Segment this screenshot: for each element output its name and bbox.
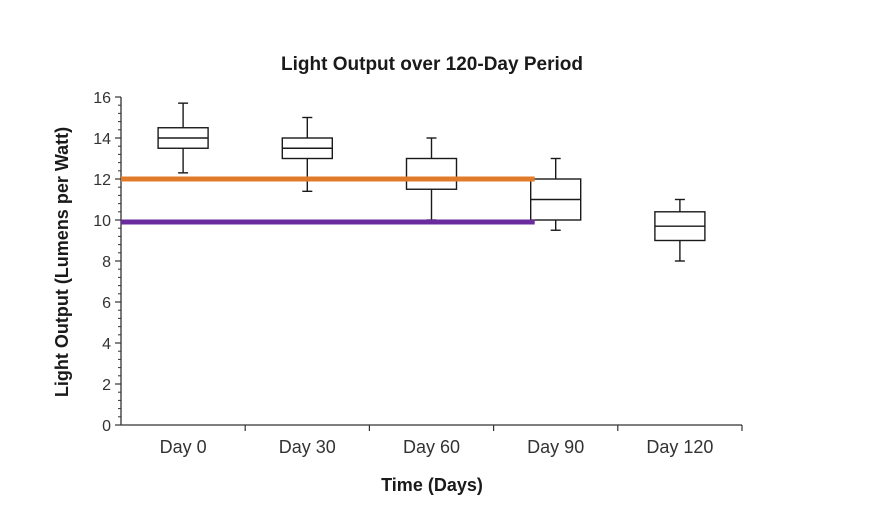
y-axis-title: Light Output (Lumens per Watt): [52, 127, 72, 397]
x-tick-label: Day 90: [527, 437, 584, 457]
y-tick-label: 12: [93, 172, 111, 189]
y-tick-label: 8: [102, 254, 111, 271]
y-tick-label: 6: [102, 295, 111, 312]
x-tick-label: Day 30: [279, 437, 336, 457]
x-axis-title: Time (Days): [381, 475, 483, 495]
box-plot: [654, 198, 706, 262]
box-series: [157, 102, 706, 262]
y-tick-label: 16: [93, 90, 111, 107]
x-ticks: Day 0 Day 30 Day 60 Day 90 Day 120: [160, 425, 743, 457]
box-plot: [157, 102, 209, 174]
box-plot: [530, 157, 582, 231]
y-tick-label: 0: [102, 418, 111, 435]
x-tick-label: Day 0: [160, 437, 207, 457]
y-tick-label: 4: [102, 336, 111, 353]
x-tick-label: Day 60: [403, 437, 460, 457]
iqr-box: [405, 157, 458, 190]
y-ticks: 0 2 4 6 8 10 12 14 16: [93, 90, 121, 435]
y-tick-label: 14: [93, 131, 111, 148]
y-tick-label: 10: [93, 213, 111, 230]
x-tick-label: Day 120: [646, 437, 713, 457]
box-plot: [281, 116, 333, 193]
chart-title: Light Output over 120-Day Period: [281, 54, 583, 75]
y-tick-label: 2: [102, 377, 111, 394]
reference-lines: [121, 176, 535, 225]
